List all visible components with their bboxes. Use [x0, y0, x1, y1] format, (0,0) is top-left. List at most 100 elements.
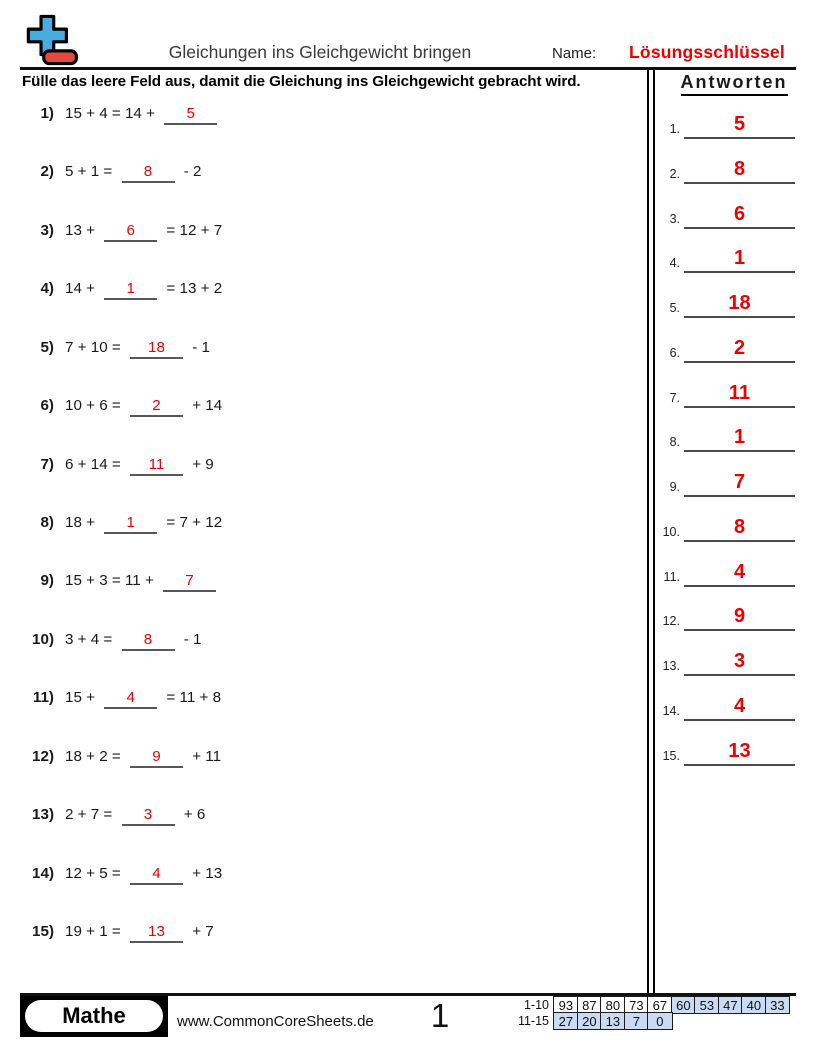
answer-blank: 1 — [104, 280, 158, 301]
answer-line — [684, 226, 795, 229]
problem-number: 10) — [32, 630, 54, 648]
answer-blank: 4 — [129, 865, 183, 885]
problem-number: 3) — [40, 221, 54, 239]
footer-divider — [20, 993, 796, 996]
answer-row: 2. 8 — [650, 152, 812, 184]
problem-row: 12) 18 + 2 = 9 + 11 — [18, 748, 633, 768]
problem-number: 9) — [40, 572, 54, 590]
answer-row: 10. 8 — [650, 510, 812, 542]
problem-number: 8) — [40, 514, 54, 531]
score-cell: 93 — [553, 996, 579, 1014]
page-number: 1 — [430, 997, 450, 1034]
answer-blank: 2 — [129, 397, 183, 418]
answer-row: 11. 4 — [650, 555, 812, 587]
plus-minus-logo-icon — [26, 14, 78, 66]
score-row: 1-10 93 87 80 73 67 60 53 47 40 33 — [505, 996, 790, 1014]
answer-line — [684, 719, 795, 721]
score-cell: 7 — [623, 1012, 649, 1031]
score-range-label: 11-15 — [517, 1014, 549, 1029]
answer-value: 7 — [733, 471, 746, 494]
answer-value: 3 — [733, 650, 746, 673]
answer-row: 9. 7 — [650, 465, 812, 498]
header-divider — [20, 67, 796, 70]
answer-row: 4. 1 — [650, 241, 812, 274]
answer-number: 9. — [669, 480, 680, 495]
answers-heading: Antworten — [680, 72, 788, 96]
answer-value: 2 — [733, 336, 746, 359]
answer-row: 13. 3 — [650, 644, 812, 677]
score-table: 1-10 93 87 80 73 67 60 53 47 40 33 11-15 27 20 13 7 0 — [505, 996, 790, 1031]
answer-blank: 6 — [104, 222, 158, 242]
answer-value: 11 — [728, 381, 751, 404]
answer-number: 4. — [669, 256, 680, 271]
score-cell: 27 — [553, 1012, 579, 1031]
answer-blank: 7 — [163, 572, 217, 593]
answer-line — [684, 360, 795, 363]
answer-line — [684, 181, 795, 184]
answer-value: 8 — [733, 157, 746, 180]
problem-row: 8) 18 + 1 = 7 + 12 — [18, 514, 633, 534]
answer-line — [684, 674, 795, 677]
problem-row: 4) 14 + 1 = 13 + 2 — [18, 280, 633, 301]
answer-value: 4 — [733, 695, 746, 717]
answer-row: 15. 13 — [650, 734, 812, 766]
answer-value: 4 — [733, 560, 746, 583]
score-cell: 60 — [670, 996, 696, 1014]
answer-value: 9 — [733, 605, 746, 628]
problem-row: 13) 2 + 7 = 3 + 6 — [18, 806, 633, 827]
problem-row: 5) 7 + 10 = 18 - 1 — [18, 339, 633, 359]
problem-number: 6) — [40, 397, 54, 415]
page-title: Gleichungen ins Gleichgewicht bringen — [168, 42, 472, 62]
answer-number: 10. — [662, 524, 680, 539]
score-cell: 0 — [647, 1012, 673, 1031]
score-cell: 20 — [576, 1012, 602, 1031]
problem-row: 2) 5 + 1 = 8 - 2 — [18, 163, 633, 184]
answer-line — [684, 137, 795, 139]
website-link: www.CommonCoreSheets.de — [177, 1013, 374, 1030]
answer-value: 6 — [733, 202, 746, 225]
answer-row: 3. 6 — [650, 197, 812, 229]
answer-line — [684, 316, 795, 319]
score-cell: 40 — [741, 996, 767, 1014]
answer-blank: 18 — [129, 339, 183, 359]
problem-number: 2) — [40, 163, 54, 181]
problem-row: 14) 12 + 5 = 4 + 13 — [18, 865, 633, 885]
answer-number: 1. — [669, 122, 680, 136]
answer-number: 3. — [669, 211, 680, 226]
answer-row: 6. 2 — [650, 331, 812, 363]
score-cell: 13 — [600, 1012, 626, 1031]
problem-row: 6) 10 + 6 = 2 + 14 — [18, 397, 633, 418]
answer-line — [684, 271, 795, 274]
problem-number: 7) — [40, 455, 54, 473]
problem-number: 13) — [32, 806, 54, 824]
answer-line — [684, 763, 795, 766]
answer-line — [684, 495, 795, 498]
answer-value: 1 — [733, 247, 746, 270]
problem-number: 4) — [40, 280, 54, 298]
score-cell: 53 — [694, 996, 720, 1014]
answer-number: 12. — [662, 614, 680, 629]
problem-row: 7) 6 + 14 = 11 + 9 — [18, 456, 633, 476]
answer-value: 18 — [728, 292, 751, 315]
answer-line — [684, 405, 795, 408]
score-row: 11-15 27 20 13 7 0 — [505, 1012, 790, 1031]
name-label: Name: — [552, 45, 597, 62]
answer-row: 1. 5 — [650, 107, 812, 139]
answer-value: 5 — [733, 113, 746, 135]
problem-row: 15) 19 + 1 = 13 + 7 — [18, 923, 633, 944]
answer-row: 8. 1 — [650, 420, 812, 453]
answer-blank: 9 — [129, 748, 183, 768]
problem-row: 9) 15 + 3 = 11 + 7 — [18, 572, 633, 593]
answer-number: 7. — [669, 390, 680, 405]
answer-number: 11. — [663, 569, 680, 584]
answer-number: 13. — [662, 659, 680, 674]
problem-row: 1) 15 + 4 = 14 + 5 — [18, 105, 633, 125]
answer-line — [684, 629, 795, 632]
answer-blank: 8 — [121, 631, 175, 651]
problem-number: 1) — [40, 105, 54, 122]
subject-badge: Mathe — [20, 996, 168, 1037]
answer-number: 5. — [669, 301, 680, 316]
problem-row: 3) 13 + 6 = 12 + 7 — [18, 222, 633, 242]
answer-value: 13 — [728, 739, 751, 762]
